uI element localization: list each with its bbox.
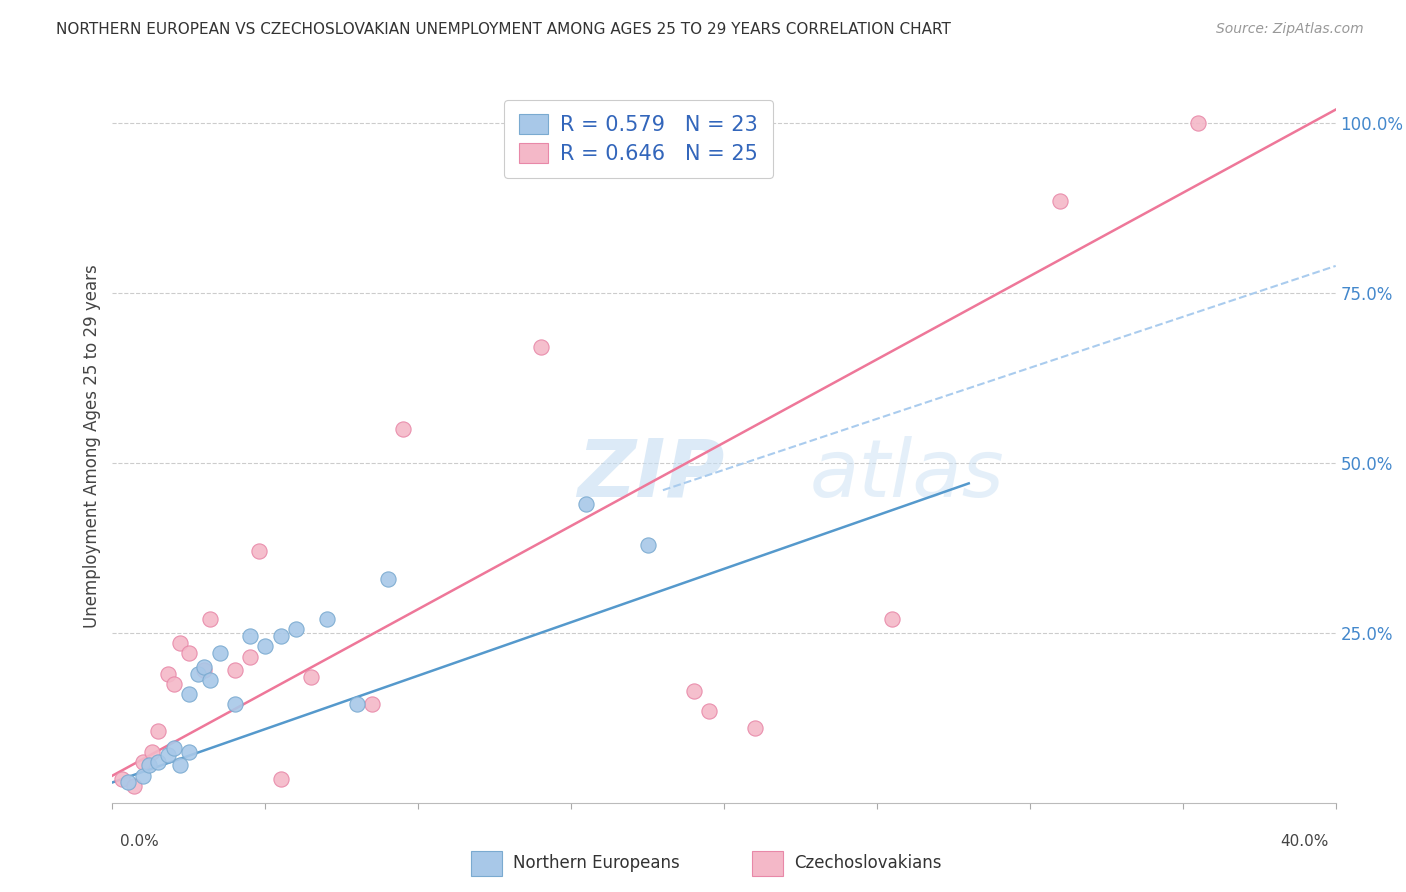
Point — [882, 612, 904, 626]
Point — [156, 666, 179, 681]
Point — [169, 636, 191, 650]
Point — [187, 666, 209, 681]
Point — [141, 745, 163, 759]
Point — [177, 687, 200, 701]
Text: Czechoslovakians: Czechoslovakians — [794, 855, 942, 872]
Point — [697, 704, 720, 718]
Point — [117, 775, 139, 789]
Point — [270, 772, 292, 786]
Point — [163, 741, 186, 756]
Point — [208, 646, 231, 660]
Point — [200, 612, 222, 626]
Point — [138, 758, 160, 772]
Point — [239, 629, 262, 643]
Point — [299, 670, 322, 684]
Point — [111, 772, 134, 786]
Text: Northern Europeans: Northern Europeans — [513, 855, 681, 872]
Point — [247, 544, 270, 558]
Text: Source: ZipAtlas.com: Source: ZipAtlas.com — [1216, 22, 1364, 37]
Point — [224, 663, 246, 677]
Y-axis label: Unemployment Among Ages 25 to 29 years: Unemployment Among Ages 25 to 29 years — [83, 264, 101, 628]
Point — [148, 755, 170, 769]
Text: NORTHERN EUROPEAN VS CZECHOSLOVAKIAN UNEMPLOYMENT AMONG AGES 25 TO 29 YEARS CORR: NORTHERN EUROPEAN VS CZECHOSLOVAKIAN UNE… — [56, 22, 950, 37]
Point — [315, 612, 337, 626]
Legend: R = 0.579   N = 23, R = 0.646   N = 25: R = 0.579 N = 23, R = 0.646 N = 25 — [505, 100, 773, 178]
Point — [530, 341, 553, 355]
Point — [239, 649, 262, 664]
Point — [200, 673, 222, 688]
Point — [377, 572, 399, 586]
Text: ZIP: ZIP — [578, 435, 724, 514]
Point — [270, 629, 292, 643]
Point — [1187, 116, 1209, 130]
Point — [575, 497, 598, 511]
Point — [156, 748, 179, 763]
Point — [177, 745, 200, 759]
Point — [254, 640, 277, 654]
Point — [744, 721, 766, 735]
Point — [392, 422, 415, 436]
Point — [148, 724, 170, 739]
Point — [637, 537, 659, 551]
Point — [1049, 194, 1071, 209]
Point — [169, 758, 191, 772]
Text: 0.0%: 0.0% — [120, 834, 159, 849]
Point — [284, 623, 308, 637]
Point — [193, 663, 215, 677]
Text: 40.0%: 40.0% — [1281, 834, 1329, 849]
Text: atlas: atlas — [810, 435, 1004, 514]
Point — [224, 698, 246, 712]
Point — [682, 683, 704, 698]
Point — [122, 779, 145, 793]
Point — [163, 677, 186, 691]
Point — [361, 698, 384, 712]
Point — [177, 646, 200, 660]
Point — [132, 769, 155, 783]
Point — [193, 660, 215, 674]
Point — [346, 698, 368, 712]
Point — [132, 755, 155, 769]
